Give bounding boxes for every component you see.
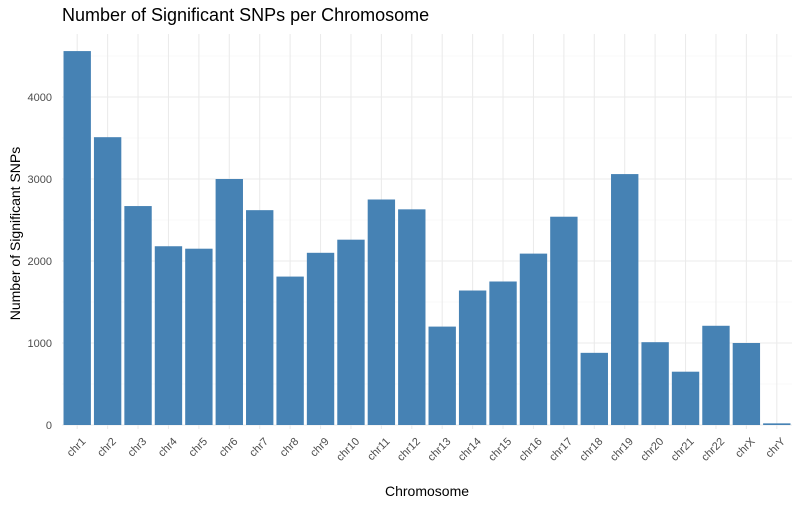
x-tick-label: chr12 [395, 436, 423, 464]
x-tick-label: chr10 [334, 436, 362, 464]
y-tick-label: 3000 [28, 174, 52, 186]
x-tick-label: chr17 [547, 436, 575, 464]
x-tick-label: chr3 [126, 436, 150, 460]
x-tick-label: chr2 [95, 436, 119, 460]
bar-chr6 [215, 179, 243, 425]
x-tick-label: chr14 [456, 436, 484, 464]
x-axis-title: Chromosome [385, 483, 469, 499]
bar-chr17 [550, 216, 578, 425]
y-tick-label: 1000 [28, 338, 52, 350]
x-tick-label: chr20 [638, 436, 666, 464]
x-tick-label: chr11 [365, 436, 392, 463]
x-tick-label: chr4 [156, 436, 180, 460]
x-tick-label: chr15 [486, 436, 514, 464]
bar-chr9 [306, 252, 335, 425]
bars [63, 51, 791, 426]
bar-chr16 [519, 253, 548, 425]
x-tick-label: chr21 [669, 436, 697, 464]
x-axis-ticks: chr1 chr2 chr3 chr4 chr5 chr6 chr7 chr8 chr9 chr1… [65, 435, 789, 463]
bar-chr2 [93, 137, 122, 425]
x-tick-label: chr7 [247, 436, 271, 460]
x-tick-label: chr5 [186, 436, 210, 460]
x-tick-label: chr9 [308, 436, 332, 460]
y-tick-label: 4000 [28, 92, 52, 104]
bar-chr11 [367, 199, 396, 425]
bar-chr22 [702, 325, 730, 425]
y-tick-label: 2000 [28, 256, 52, 268]
x-tick-label: chr16 [517, 436, 545, 464]
bar-chr21 [671, 371, 700, 425]
bar-chr20 [641, 342, 669, 425]
chart-title: Number of Significant SNPs per Chromosom… [62, 5, 430, 25]
bar-chr7 [246, 210, 274, 425]
bar-chrX [732, 343, 761, 425]
y-axis-ticks: 0 1000 2000 3000 4000 [28, 92, 52, 432]
bar-chr19 [611, 174, 639, 425]
bar-chr13 [428, 326, 456, 425]
bar-chr5 [185, 248, 213, 425]
bar-chr3 [124, 206, 152, 425]
x-tick-label: chr6 [217, 436, 241, 460]
bar-chr10 [337, 239, 365, 425]
x-tick-label: chrY [764, 435, 789, 460]
x-tick-label: chr18 [578, 436, 606, 464]
y-tick-label: 0 [46, 420, 52, 432]
x-tick-label: chr8 [278, 436, 302, 460]
bar-chr14 [458, 290, 487, 425]
bar-chrY [763, 423, 791, 425]
x-tick-label: chr13 [425, 436, 453, 464]
y-axis-title: Number of Significant SNPs [7, 147, 23, 321]
bar-chr12 [398, 209, 426, 425]
bar-chr1 [63, 51, 91, 426]
bar-chr8 [276, 276, 304, 425]
bar-chr4 [154, 246, 183, 425]
x-tick-label: chr1 [65, 436, 89, 460]
x-tick-label: chrX [733, 435, 758, 460]
bar-chr18 [580, 352, 608, 425]
bar-chr15 [489, 281, 517, 425]
x-tick-label: chr19 [608, 436, 636, 464]
x-tick-label: chr22 [699, 436, 727, 464]
